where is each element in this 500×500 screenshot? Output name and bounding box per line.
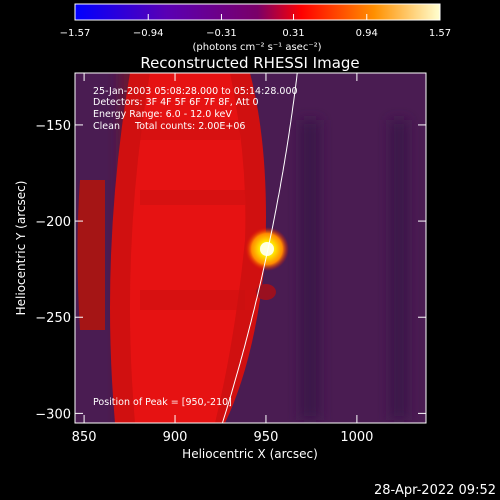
peak-position-label: Position of Peak = [950,-210] (93, 397, 232, 408)
chart-title: Reconstructed RHESSI Image (140, 54, 359, 72)
colorbar-tick-label: 1.57 (429, 28, 451, 39)
x-tick-label: 950 (254, 430, 279, 445)
x-tick-label: 1000 (340, 430, 373, 445)
y-axis-label: Heliocentric Y (arcsec) (14, 181, 28, 316)
annotation-line-1: 25-Jan-2003 05:08:28.000 to 05:14:28.000 (93, 86, 298, 97)
colorbar-tick-label: 0.94 (356, 28, 378, 39)
plot-frame (74, 72, 427, 424)
colorbar (74, 3, 441, 21)
image-area (75, 73, 426, 423)
y-tick-label: −200 (35, 215, 71, 230)
y-tick-label: −150 (35, 119, 71, 134)
solar-limb-line (221, 73, 298, 423)
colorbar-ticks: −1.57 −0.94 −0.31 0.31 0.94 1.57 (60, 14, 451, 39)
colorbar-tick-label: −0.31 (206, 28, 237, 39)
annotation-line-3: Energy Range: 6.0 - 12.0 keV (93, 109, 232, 120)
x-tick-label: 850 (72, 430, 97, 445)
colorbar-tick-label: −0.94 (133, 28, 164, 39)
colorbar-tick-label: 0.31 (282, 28, 304, 39)
colorbar-tick-label: −1.57 (60, 28, 91, 39)
timestamp: 28-Apr-2022 09:52 (374, 483, 496, 498)
y-axis-ticks: −150 −200 −250 −300 (35, 119, 426, 422)
y-tick-label: −300 (35, 407, 71, 422)
annotation-line-4: Clean Total counts: 2.00E+06 (93, 121, 246, 132)
x-tick-label: 900 (163, 430, 188, 445)
x-axis-label: Heliocentric X (arcsec) (182, 447, 318, 461)
y-tick-label: −250 (35, 311, 71, 326)
annotation-line-2: Detectors: 3F 4F 5F 6F 7F 8F, Att 0 (93, 97, 259, 108)
x-axis-ticks: 850 900 950 1000 (72, 73, 373, 445)
colorbar-units-label: (photons cm⁻² s⁻¹ asec⁻²) (192, 42, 321, 53)
